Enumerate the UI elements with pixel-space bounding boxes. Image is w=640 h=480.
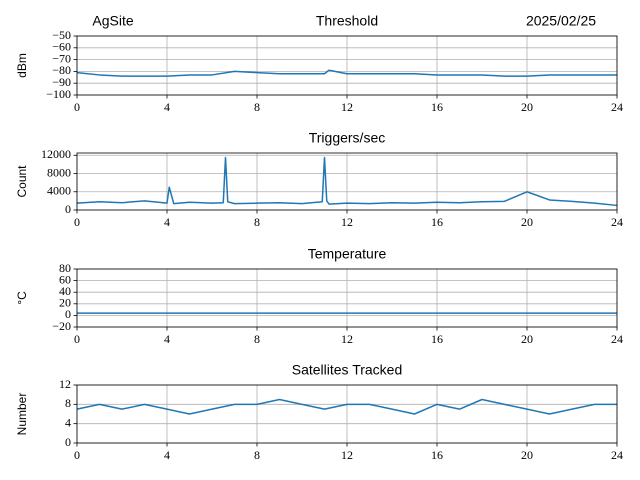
x-tick-label: 20 <box>521 100 533 114</box>
y-tick-label: 4 <box>65 415 71 429</box>
y-tick-label: 60 <box>59 272 71 286</box>
y-axis-label: dBm <box>15 53 29 78</box>
y-tick-label: −50 <box>52 28 71 42</box>
x-tick-label: 24 <box>611 448 623 462</box>
y-tick-label: 80 <box>59 261 71 275</box>
y-tick-label: 0 <box>65 435 71 449</box>
x-tick-label: 16 <box>431 100 443 114</box>
y-tick-label: 40 <box>59 284 71 298</box>
x-tick-label: 4 <box>164 215 170 229</box>
x-tick-label: 4 <box>164 100 170 114</box>
y-tick-label: −90 <box>52 75 71 89</box>
x-tick-label: 16 <box>431 215 443 229</box>
x-tick-label: 0 <box>74 100 80 114</box>
y-tick-label: 20 <box>59 296 71 310</box>
x-tick-label: 20 <box>521 215 533 229</box>
data-line <box>76 156 618 207</box>
y-tick-label: −80 <box>52 63 71 77</box>
data-line <box>76 69 617 77</box>
x-tick-label: 12 <box>341 215 353 229</box>
y-tick-label: 4000 <box>47 184 71 198</box>
y-tick-label: 8000 <box>47 165 71 179</box>
y-tick-label: −100 <box>46 87 71 101</box>
x-tick-label: 12 <box>341 448 353 462</box>
x-tick-label: 8 <box>254 215 260 229</box>
y-tick-label: −70 <box>52 51 71 65</box>
x-tick-label: 24 <box>611 215 623 229</box>
x-tick-label: 8 <box>254 100 260 114</box>
axes-frame <box>76 152 618 211</box>
x-tick-label: 0 <box>74 215 80 229</box>
x-tick-label: 4 <box>164 332 170 346</box>
x-tick-label: 20 <box>521 448 533 462</box>
y-axis-label: Number <box>15 393 29 436</box>
x-tick-label: 16 <box>431 332 443 346</box>
y-tick-label: −60 <box>52 40 71 54</box>
x-tick-label: 12 <box>341 332 353 346</box>
axes-frame <box>76 384 618 444</box>
date-label: 2025/02/25 <box>526 13 596 29</box>
x-tick-label: 0 <box>74 332 80 346</box>
y-axis-label: Count <box>15 165 29 198</box>
x-tick-label: 8 <box>254 332 260 346</box>
x-tick-label: 16 <box>431 448 443 462</box>
x-tick-label: 4 <box>164 448 170 462</box>
chart-title: Threshold <box>316 13 378 29</box>
axes-frame <box>76 268 618 328</box>
y-tick-label: −20 <box>52 319 71 333</box>
axes-frame <box>76 35 618 96</box>
x-tick-label: 24 <box>611 332 623 346</box>
y-tick-label: 0 <box>65 202 71 216</box>
chart-title: Satellites Tracked <box>292 362 403 378</box>
y-tick-label: 12 <box>59 377 71 391</box>
site-label: AgSite <box>92 13 133 29</box>
chart-title: Temperature <box>308 246 387 262</box>
x-tick-label: 12 <box>341 100 353 114</box>
chart-title: Triggers/sec <box>309 130 386 146</box>
data-line <box>76 398 617 415</box>
y-tick-label: 8 <box>65 396 71 410</box>
x-tick-label: 8 <box>254 448 260 462</box>
y-tick-label: 0 <box>65 307 71 321</box>
y-tick-label: 12000 <box>41 147 71 161</box>
y-axis-label: °C <box>15 291 29 305</box>
x-tick-label: 20 <box>521 332 533 346</box>
x-tick-label: 0 <box>74 448 80 462</box>
x-tick-label: 24 <box>611 100 623 114</box>
